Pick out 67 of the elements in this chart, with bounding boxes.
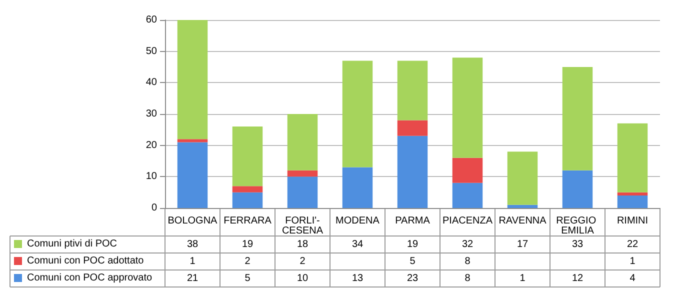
bar <box>397 136 428 208</box>
data-label: 19 <box>406 239 418 250</box>
data-label: 12 <box>572 273 584 284</box>
x-tick-label: MODENA <box>336 216 380 226</box>
x-tick-label: FERRARA <box>224 216 272 226</box>
data-label: 5 <box>410 256 416 267</box>
data-label: 1 <box>520 273 526 284</box>
data-label: 4 <box>630 273 636 284</box>
x-tick-label: RAVENNA <box>498 216 547 226</box>
x-tick-label: BOLOGNA <box>168 216 218 226</box>
bar <box>342 167 373 208</box>
x-tick-label: PARMA <box>395 216 430 226</box>
data-label: 8 <box>464 256 471 267</box>
data-label: 23 <box>406 273 418 284</box>
bar <box>287 114 318 170</box>
data-label: 2 <box>244 256 251 267</box>
data-label: 8 <box>464 273 471 284</box>
bar <box>617 195 648 208</box>
data-label: 34 <box>352 239 364 250</box>
y-tick-label: 40 <box>146 77 158 88</box>
bar <box>287 176 318 208</box>
legend-label: Comuni ptivi di POC <box>27 238 118 250</box>
bar <box>562 170 593 208</box>
x-tick-label: RIMINI <box>616 216 648 226</box>
data-label: 19 <box>242 239 254 250</box>
x-tick-label: FORLI'-CESENA <box>282 216 324 236</box>
data-label: 32 <box>462 239 474 250</box>
legend-label: Comuni con POC approvato <box>27 272 152 284</box>
data-label: 22 <box>626 239 638 250</box>
data-label: 2 <box>300 256 306 267</box>
bar <box>397 60 428 120</box>
bar <box>342 60 373 168</box>
x-tick-label: REGGIO EMILIA <box>556 216 599 236</box>
y-tick-label: 10 <box>146 171 158 182</box>
y-tick-label: 50 <box>146 46 158 57</box>
bar <box>617 123 648 192</box>
y-tick-label: 30 <box>146 108 158 120</box>
data-label: 1 <box>190 256 196 267</box>
data-label: 1 <box>630 256 636 267</box>
data-label: 10 <box>296 273 308 284</box>
data-label: 5 <box>244 273 251 284</box>
bar <box>177 142 208 208</box>
data-label: 13 <box>352 273 364 284</box>
bar <box>177 139 208 142</box>
bar <box>452 182 483 208</box>
legend-label: Comuni con POC adottato <box>27 256 144 266</box>
bar <box>232 186 263 192</box>
data-label: 18 <box>296 239 308 250</box>
y-tick-label: 60 <box>146 14 158 26</box>
y-tick-label: 20 <box>146 140 158 151</box>
bar <box>287 170 318 177</box>
data-label: 21 <box>186 273 198 284</box>
bar <box>232 192 263 208</box>
x-tick-label: PIACENZA <box>442 216 493 226</box>
data-label: 33 <box>572 239 584 250</box>
bar <box>177 20 208 140</box>
data-label: 38 <box>186 239 198 250</box>
bar <box>507 152 538 205</box>
data-label: 17 <box>516 239 528 250</box>
bar <box>452 58 483 158</box>
bar <box>232 126 263 186</box>
bar <box>397 120 428 136</box>
y-tick-label: 0 <box>151 202 158 214</box>
bar <box>507 204 538 208</box>
bar <box>617 192 648 196</box>
bar <box>562 67 593 170</box>
bar <box>452 158 483 183</box>
